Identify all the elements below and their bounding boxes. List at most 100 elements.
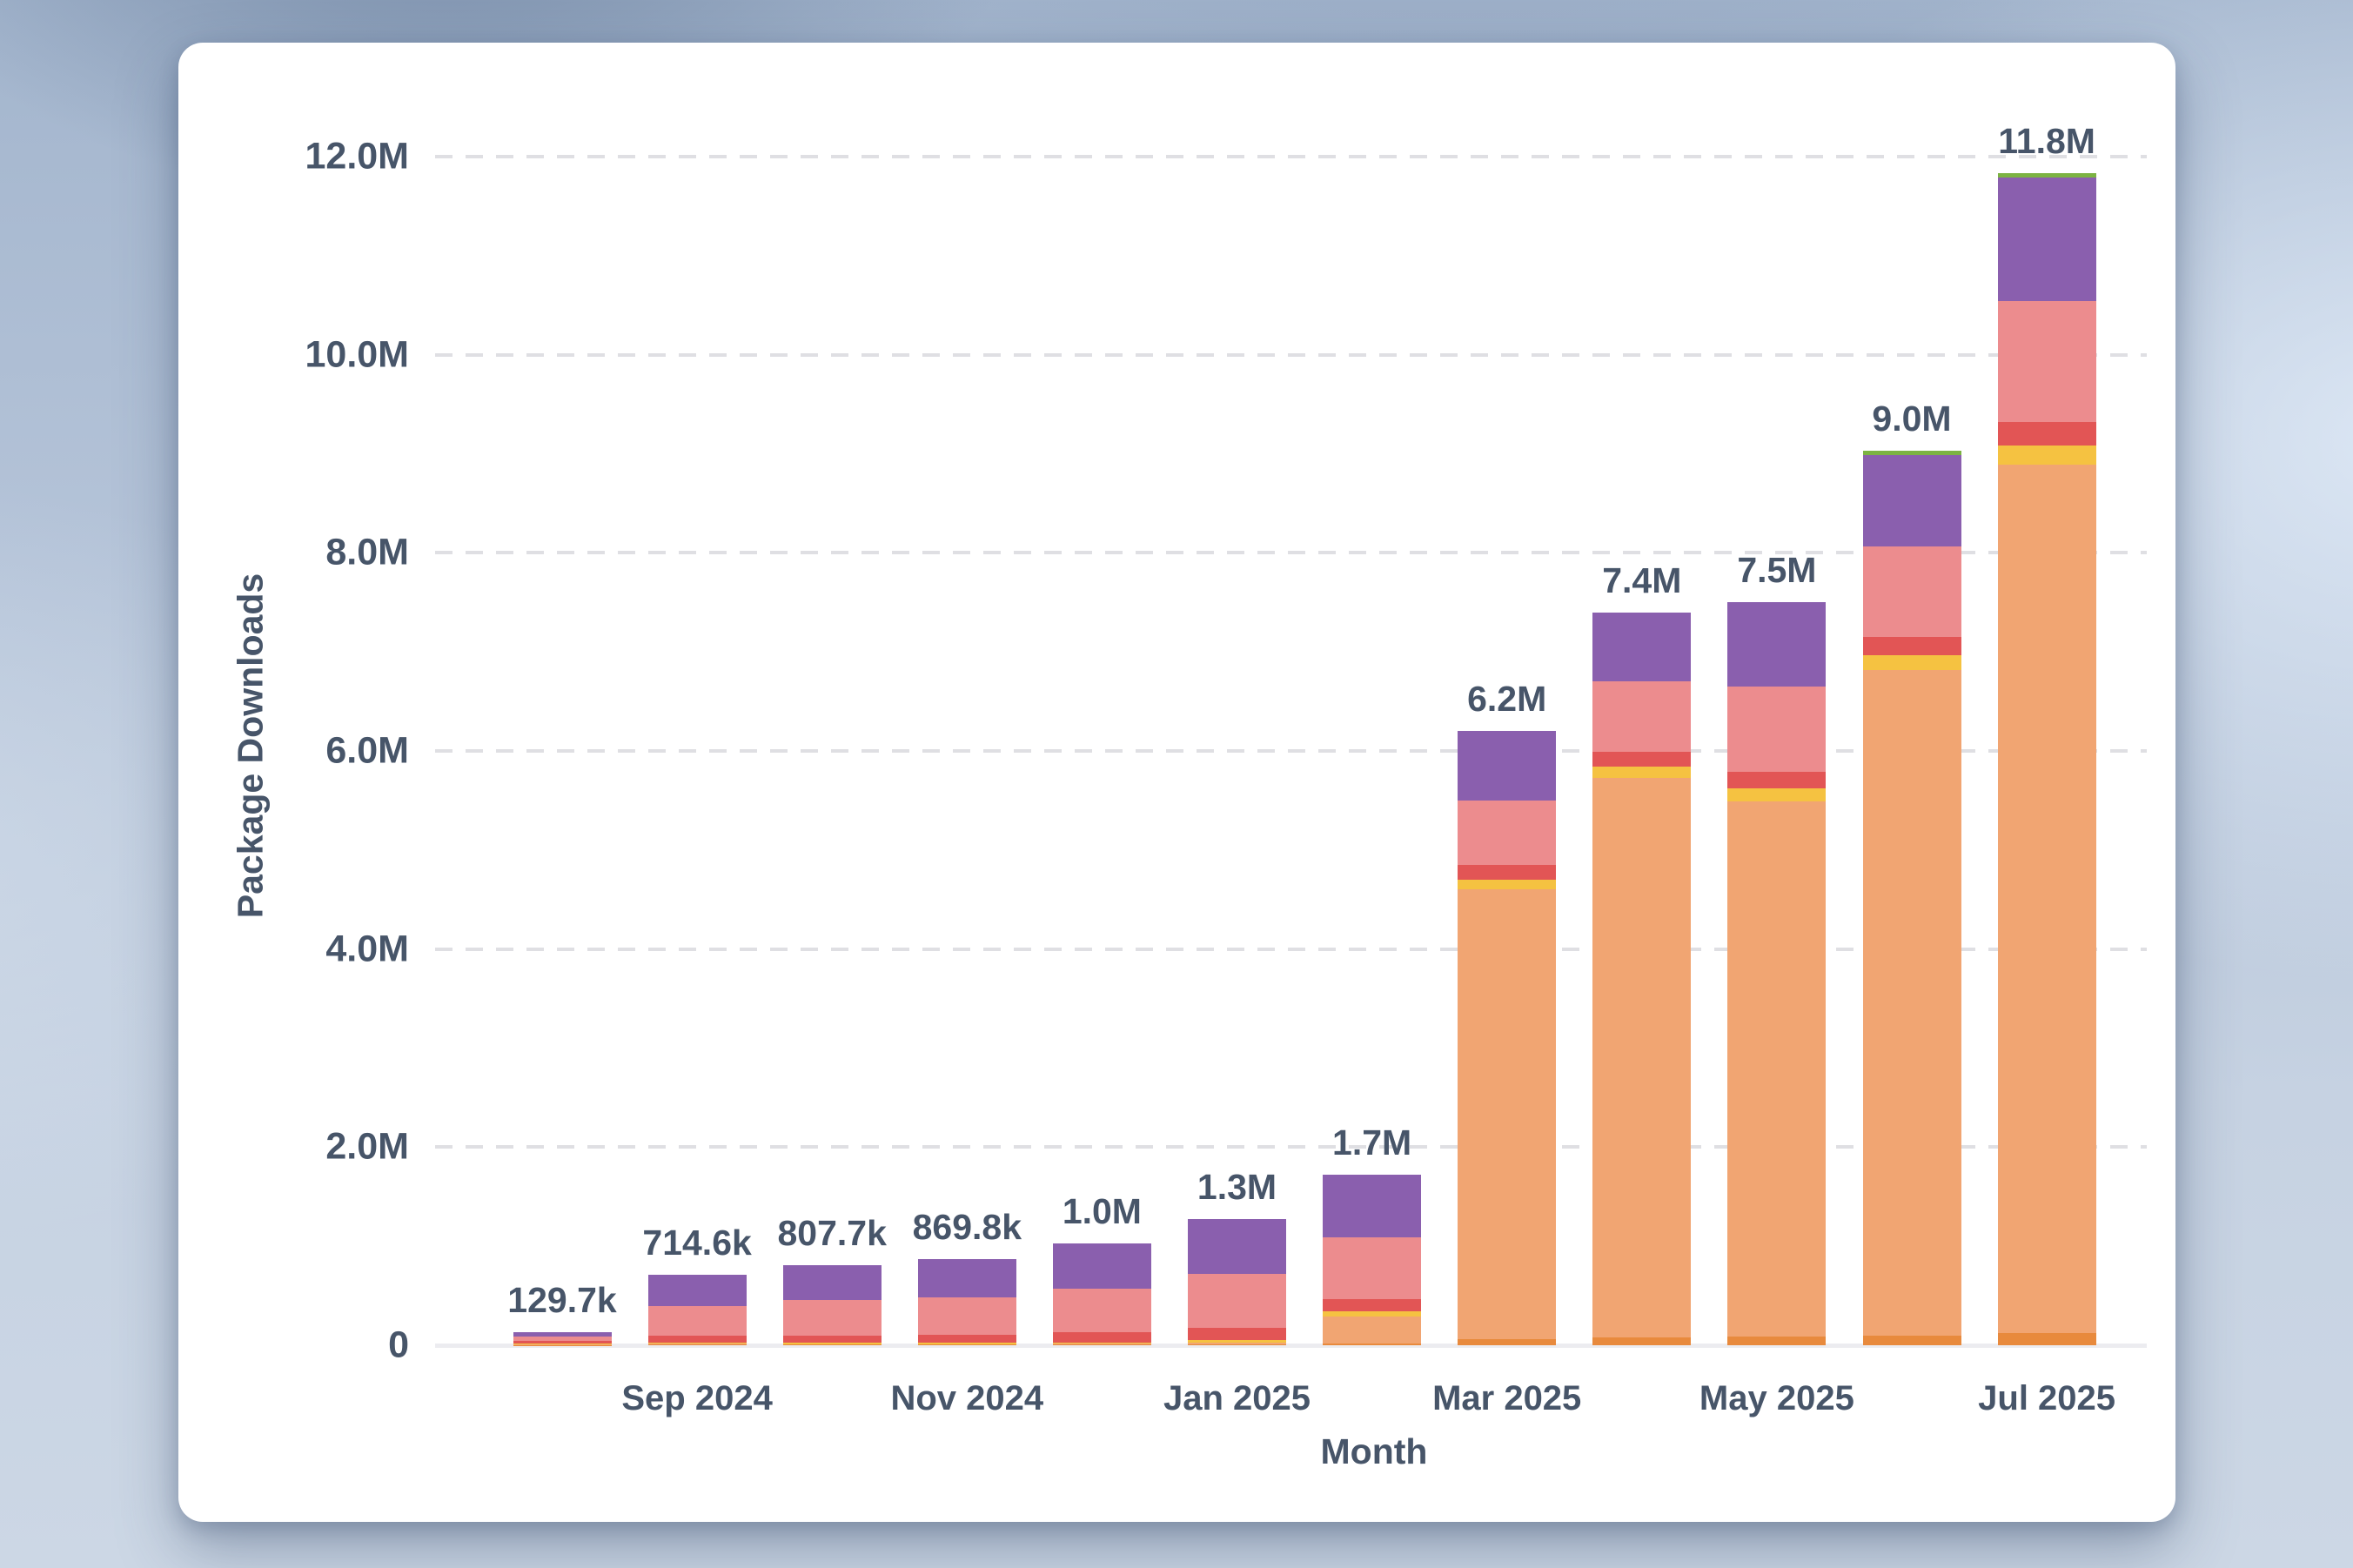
segment-dark-orange — [647, 1344, 747, 1345]
x-axis-title: Month — [1320, 1431, 1428, 1471]
gridline-8.0M — [435, 551, 2147, 555]
segment-orange — [1458, 889, 1557, 1340]
segment-dark-orange — [917, 1344, 1016, 1345]
segment-green — [1997, 172, 2096, 178]
segment-orange — [1862, 670, 1961, 1337]
segment-red — [1323, 1298, 1422, 1312]
bar-feb-2025 — [1323, 1175, 1422, 1345]
segment-pink — [1052, 1289, 1151, 1333]
segment-purple — [1052, 1243, 1151, 1290]
segment-red — [1727, 771, 1827, 789]
segment-orange — [1323, 1317, 1422, 1344]
bar-nov-2024 — [917, 1259, 1016, 1345]
chart-plot-area: Package Downloads Month 0 2.0M 4.0M 6.0M 8.0… — [178, 43, 2175, 1522]
segment-purple — [1323, 1175, 1422, 1237]
x-tick-label: Jan 2025 — [1163, 1379, 1311, 1417]
x-tick-label: Jul 2025 — [1978, 1379, 2116, 1417]
segment-red — [513, 1341, 612, 1344]
segment-red — [1592, 752, 1692, 767]
x-tick-label: Sep 2024 — [621, 1379, 773, 1417]
segment-orange — [917, 1344, 1016, 1345]
bar-total-label: 1.0M — [1062, 1190, 1142, 1231]
segment-pink — [1862, 546, 1961, 637]
segment-red — [1188, 1328, 1286, 1340]
bar-mar-2025 — [1458, 731, 1557, 1345]
segment-purple — [782, 1265, 882, 1300]
segment-yellow — [1052, 1343, 1151, 1344]
segment-yellow — [1592, 767, 1692, 778]
segment-dark-orange — [1458, 1339, 1557, 1345]
segment-yellow — [1727, 788, 1827, 802]
gridline-4.0M — [435, 947, 2147, 951]
segment-purple — [1727, 602, 1827, 687]
segment-orange — [513, 1344, 612, 1345]
segment-pink — [1592, 681, 1692, 753]
bar-total-label: 7.5M — [1737, 550, 1817, 591]
segment-dark-orange — [1592, 1337, 1692, 1345]
segment-red — [1458, 864, 1557, 881]
segment-yellow — [782, 1343, 882, 1344]
segment-red — [1862, 636, 1961, 656]
segment-yellow — [1323, 1311, 1422, 1317]
segment-pink — [1323, 1236, 1422, 1299]
segment-orange — [1592, 777, 1692, 1337]
segment-dark-orange — [1862, 1336, 1961, 1345]
segment-red — [782, 1335, 882, 1344]
segment-pink — [917, 1297, 1016, 1336]
bar-total-label: 807.7k — [777, 1213, 887, 1254]
segment-yellow — [1458, 880, 1557, 890]
segment-yellow — [917, 1343, 1016, 1344]
segment-orange — [1997, 465, 2096, 1334]
segment-red — [1052, 1332, 1151, 1344]
chart-card: Package Downloads Month 0 2.0M 4.0M 6.0M 8.0… — [178, 43, 2175, 1522]
segment-dark-orange — [1727, 1336, 1827, 1345]
x-axis-line — [435, 1344, 2147, 1348]
segment-orange — [1188, 1343, 1286, 1345]
y-tick-label: 6.0M — [325, 729, 409, 772]
bar-total-label: 9.0M — [1872, 399, 1952, 439]
segment-pink — [513, 1337, 612, 1342]
bar-total-label: 1.3M — [1197, 1167, 1277, 1208]
y-tick-label: 4.0M — [325, 928, 409, 970]
segment-red — [647, 1336, 747, 1344]
segment-pink — [1997, 301, 2096, 423]
segment-purple — [1862, 455, 1961, 546]
y-tick-label: 0 — [388, 1323, 409, 1366]
bar-total-label: 7.4M — [1602, 560, 1682, 600]
y-tick-label: 10.0M — [305, 333, 409, 376]
segment-yellow — [1188, 1339, 1286, 1344]
segment-purple — [1997, 177, 2096, 302]
bar-jul-2025 — [1997, 172, 2096, 1345]
segment-pink — [1188, 1273, 1286, 1329]
bar-sep-2024 — [647, 1274, 747, 1345]
gridline-10.0M — [435, 352, 2147, 357]
x-tick-label: Mar 2025 — [1432, 1379, 1582, 1417]
bar-aug-2024 — [513, 1332, 612, 1345]
segment-dark-orange — [1323, 1343, 1422, 1345]
segment-yellow — [1862, 655, 1961, 671]
bar-jan-2025 — [1188, 1219, 1286, 1345]
segment-dark-orange — [1997, 1333, 2096, 1345]
segment-dark-orange — [1188, 1344, 1286, 1345]
bar-total-label: 869.8k — [912, 1206, 1022, 1247]
bar-total-label: 11.8M — [1998, 120, 2095, 161]
segment-yellow — [647, 1343, 747, 1344]
y-tick-label: 8.0M — [325, 531, 409, 573]
segment-dark-orange — [782, 1344, 882, 1345]
segment-yellow — [1997, 446, 2096, 466]
segment-pink — [1458, 800, 1557, 865]
bar-total-label: 129.7k — [507, 1280, 617, 1321]
segment-purple — [647, 1274, 747, 1307]
segment-purple — [1188, 1219, 1286, 1274]
segment-purple — [917, 1259, 1016, 1298]
bar-may-2025 — [1727, 602, 1827, 1345]
gridline-12.0M — [435, 155, 2147, 159]
bar-oct-2024 — [782, 1265, 882, 1345]
segment-dark-orange — [1052, 1344, 1151, 1345]
y-tick-label: 2.0M — [325, 1125, 409, 1168]
segment-pink — [647, 1306, 747, 1337]
y-tick-label: 12.0M — [305, 135, 409, 178]
segment-orange — [782, 1344, 882, 1345]
segment-purple — [1592, 612, 1692, 682]
